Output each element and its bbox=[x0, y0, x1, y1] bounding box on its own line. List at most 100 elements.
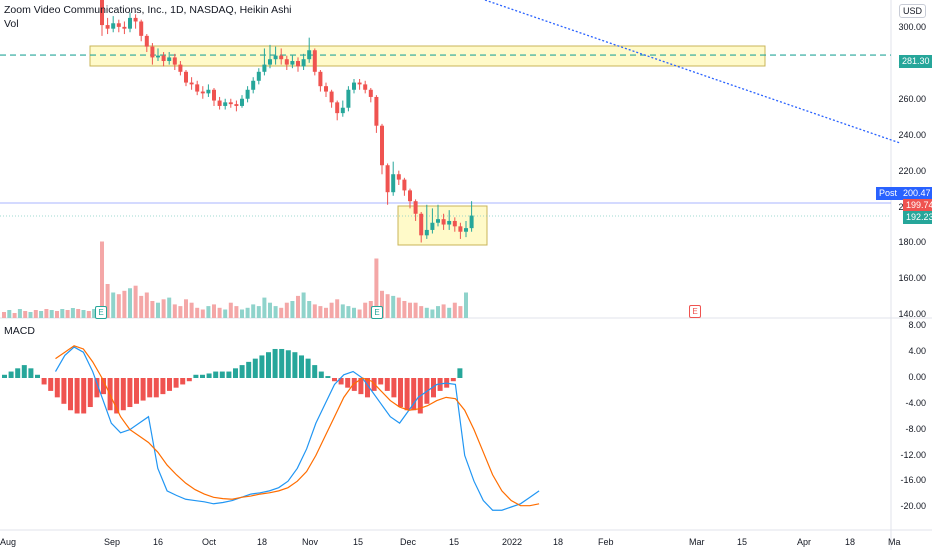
time-axis-tick: 15 bbox=[737, 537, 748, 547]
macd-axis-tick: 4.00 bbox=[908, 345, 926, 356]
volume-bar bbox=[12, 313, 17, 318]
candle-body bbox=[424, 229, 429, 236]
volume-bar bbox=[167, 297, 172, 318]
volume-bar bbox=[324, 307, 328, 318]
time-axis-tick: 15 bbox=[449, 537, 460, 547]
volume-bar bbox=[128, 288, 132, 318]
macd-histogram-bar bbox=[226, 371, 232, 378]
volume-bar bbox=[391, 295, 396, 318]
candle-body bbox=[206, 89, 211, 94]
macd-histogram-bar bbox=[285, 350, 291, 378]
last-close-price-tag: 199.74 bbox=[903, 199, 932, 212]
candle-body bbox=[279, 55, 284, 60]
volume-bar bbox=[447, 307, 452, 318]
macd-histogram-bar bbox=[450, 378, 456, 382]
candle-body bbox=[262, 64, 267, 72]
earnings-marker-upcoming[interactable]: E bbox=[689, 305, 701, 318]
macd-histogram-bar bbox=[213, 371, 219, 378]
macd-histogram-bar bbox=[391, 378, 397, 398]
volume-bar bbox=[2, 312, 6, 318]
volume-bar bbox=[363, 302, 368, 318]
volume-bar bbox=[251, 304, 256, 318]
volume-bar bbox=[212, 304, 216, 318]
candle-body bbox=[172, 57, 177, 65]
candle-body bbox=[150, 46, 155, 58]
macd-histogram-bar bbox=[68, 378, 73, 411]
volume-bar bbox=[172, 304, 177, 318]
volume-bar bbox=[44, 309, 49, 318]
macd-axis-tick: -4.00 bbox=[905, 397, 926, 408]
macd-histogram-bar bbox=[160, 378, 166, 395]
volume-bar bbox=[301, 292, 306, 318]
volume-bar bbox=[23, 311, 28, 318]
macd-histogram-bar bbox=[200, 374, 205, 378]
candle-body bbox=[290, 61, 295, 65]
macd-histogram-bar bbox=[94, 378, 100, 398]
signal-line bbox=[55, 345, 540, 507]
volume-bar bbox=[133, 285, 138, 318]
macd-histogram-bar bbox=[21, 365, 27, 378]
time-axis-tick: Apr bbox=[797, 537, 812, 547]
volume-bar bbox=[268, 302, 272, 318]
macd-histogram-bar bbox=[54, 378, 60, 398]
volume-bar bbox=[408, 302, 412, 318]
candle-body bbox=[217, 100, 222, 106]
volume-bar bbox=[33, 310, 38, 318]
macd-histogram-bar bbox=[81, 378, 87, 414]
macd-histogram-bar bbox=[325, 376, 331, 378]
volume-bar bbox=[28, 312, 33, 318]
candle-body bbox=[402, 179, 407, 191]
macd-histogram-bar bbox=[299, 355, 304, 378]
candle-body bbox=[100, 0, 104, 26]
candle-body bbox=[413, 201, 418, 214]
candle-body bbox=[329, 91, 334, 103]
volume-bar bbox=[273, 306, 278, 318]
macd-histogram-bar bbox=[318, 371, 324, 378]
time-axis-tick: 2022 bbox=[502, 537, 523, 547]
volume-bar bbox=[240, 309, 244, 318]
volume-bar bbox=[441, 304, 446, 318]
volume-bar bbox=[206, 306, 211, 318]
volume-bar bbox=[352, 307, 356, 318]
price-axis-tick: 240.00 bbox=[898, 129, 926, 140]
time-axis-tick: Dec bbox=[400, 537, 417, 547]
candle-body bbox=[301, 59, 306, 67]
macd-axis-tick: 0.00 bbox=[908, 371, 926, 382]
macd-histogram-bar bbox=[365, 378, 370, 398]
earnings-marker[interactable]: E bbox=[95, 306, 107, 319]
volume-bar bbox=[195, 307, 200, 318]
time-axis-tick: 18 bbox=[257, 537, 268, 547]
macd-histogram-bar bbox=[398, 378, 403, 408]
symbol-title[interactable]: Zoom Video Communications, Inc., 1D, NAS… bbox=[4, 4, 292, 16]
candle-body bbox=[408, 190, 412, 202]
macd-histogram-bar bbox=[28, 368, 34, 378]
earnings-marker[interactable]: E bbox=[371, 306, 383, 319]
volume-bar bbox=[256, 306, 261, 318]
volume-bar bbox=[436, 306, 440, 318]
macd-histogram-bar bbox=[186, 378, 192, 382]
volume-bar bbox=[430, 309, 435, 318]
macd-histogram-bar bbox=[153, 378, 159, 398]
current-price-tag: 192.23 bbox=[903, 211, 932, 224]
volume-bar bbox=[223, 309, 228, 318]
post-market-price-tag: 200.47 bbox=[900, 187, 932, 200]
candle-body bbox=[122, 26, 127, 29]
volume-bar bbox=[76, 309, 81, 318]
level-price-tag: 281.30 bbox=[899, 55, 932, 68]
candle-body bbox=[178, 64, 183, 72]
candle-body bbox=[430, 222, 435, 230]
time-axis-tick: 15 bbox=[353, 537, 364, 547]
volume-bar bbox=[458, 306, 463, 318]
volume-bar bbox=[144, 292, 149, 318]
currency-button[interactable]: USD bbox=[898, 4, 926, 18]
candle-body bbox=[128, 17, 132, 29]
volume-bar bbox=[385, 294, 390, 318]
candle-body bbox=[256, 71, 261, 81]
volume-bar bbox=[262, 297, 267, 318]
price-axis-tick: 160.00 bbox=[898, 273, 926, 284]
candle-body bbox=[340, 107, 345, 114]
candle-body bbox=[139, 21, 144, 36]
post-market-label: Post bbox=[876, 187, 901, 200]
candle-body bbox=[374, 96, 379, 126]
